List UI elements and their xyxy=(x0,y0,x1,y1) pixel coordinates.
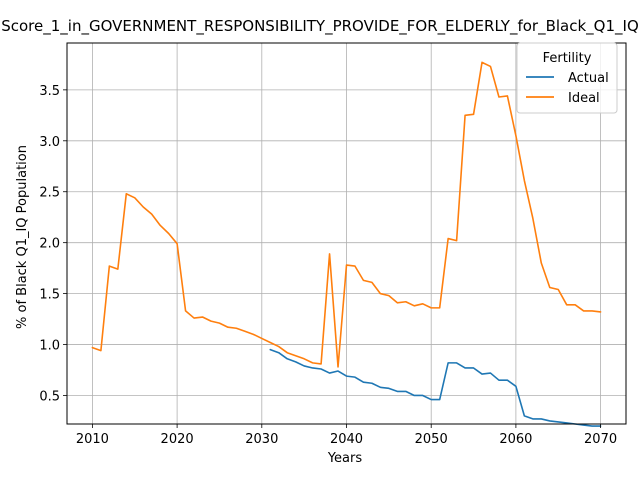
series-line-ideal xyxy=(91,61,602,368)
x-tick-label: 2060 xyxy=(499,432,532,447)
y-axis-label: % of Black Q1_IQ Population xyxy=(15,145,30,329)
y-tick-label: 0.5 xyxy=(39,389,60,404)
x-tick-label: 2040 xyxy=(330,432,363,447)
legend-label-actual: Actual xyxy=(568,71,609,86)
x-tick-label: 2070 xyxy=(584,432,617,447)
chart-title: Score_1_in_GOVERNMENT_RESPONSIBILITY_PRO… xyxy=(1,17,639,36)
x-tick-label: 2010 xyxy=(76,432,109,447)
y-tick-label: 1.0 xyxy=(39,339,60,354)
x-axis-ticks: 2010 2020 2030 2040 2050 2060 2070 xyxy=(76,424,617,447)
legend-label-ideal: Ideal xyxy=(568,91,600,106)
y-tick-label: 1.5 xyxy=(39,288,60,303)
y-tick-label: 2.0 xyxy=(39,237,60,252)
series-line-actual xyxy=(269,348,602,427)
legend-box xyxy=(516,42,618,114)
legend: Fertility Actual Ideal xyxy=(516,42,618,114)
x-tick-label: 2050 xyxy=(415,432,448,447)
y-tick-label: 3.0 xyxy=(39,135,60,150)
x-tick-label: 2020 xyxy=(161,432,194,447)
legend-title: Fertility xyxy=(543,51,592,66)
grid-lines xyxy=(67,43,626,424)
y-tick-label: 2.5 xyxy=(39,186,60,201)
y-axis-ticks: 0.5 1.0 1.5 2.0 2.5 3.0 3.5 xyxy=(39,84,67,404)
x-tick-label: 2030 xyxy=(245,432,278,447)
series-lines xyxy=(91,61,602,427)
y-tick-label: 3.5 xyxy=(39,84,60,99)
x-axis-label: Years xyxy=(327,451,363,466)
